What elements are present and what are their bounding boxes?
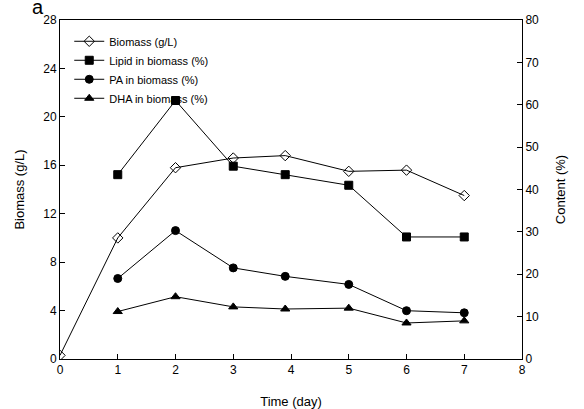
svg-text:6: 6 — [403, 363, 410, 377]
svg-text:20: 20 — [43, 110, 57, 124]
svg-text:Biomass (g/L): Biomass (g/L) — [12, 149, 27, 229]
svg-text:Lipid in biomass (%): Lipid in biomass (%) — [109, 55, 208, 67]
svg-text:20: 20 — [525, 267, 539, 281]
svg-text:7: 7 — [461, 363, 468, 377]
svg-text:4: 4 — [50, 304, 57, 318]
svg-text:Time (day): Time (day) — [260, 394, 322, 409]
svg-text:4: 4 — [288, 363, 295, 377]
svg-text:8: 8 — [50, 255, 57, 269]
svg-text:0: 0 — [525, 352, 532, 366]
svg-text:8: 8 — [519, 363, 526, 377]
svg-text:40: 40 — [525, 183, 539, 197]
svg-text:1: 1 — [114, 363, 121, 377]
svg-text:Biomass (g/L): Biomass (g/L) — [109, 36, 177, 48]
svg-text:10: 10 — [525, 310, 539, 324]
svg-text:80: 80 — [525, 13, 539, 27]
svg-text:30: 30 — [525, 225, 539, 239]
svg-text:2: 2 — [172, 363, 179, 377]
svg-text:a: a — [32, 0, 44, 18]
svg-text:5: 5 — [345, 363, 352, 377]
svg-text:DHA in biomass (%): DHA in biomass (%) — [109, 93, 207, 105]
svg-text:3: 3 — [230, 363, 237, 377]
svg-text:24: 24 — [43, 62, 57, 76]
svg-text:28: 28 — [43, 13, 57, 27]
svg-text:0: 0 — [50, 352, 57, 366]
svg-text:Content (%): Content (%) — [553, 155, 568, 224]
svg-text:50: 50 — [525, 140, 539, 154]
svg-text:70: 70 — [525, 56, 539, 70]
svg-text:60: 60 — [525, 98, 539, 112]
svg-text:16: 16 — [43, 158, 57, 172]
svg-text:PA in biomass (%): PA in biomass (%) — [109, 74, 198, 86]
svg-text:0: 0 — [57, 363, 64, 377]
svg-text:12: 12 — [43, 207, 57, 221]
